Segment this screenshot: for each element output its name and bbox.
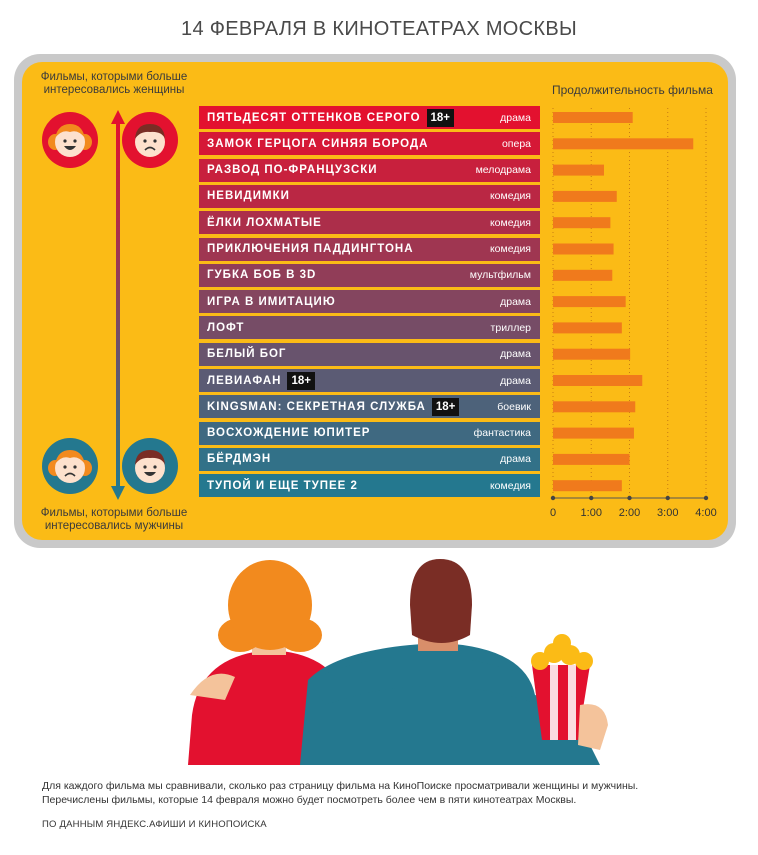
page-title: 14 ФЕВРАЛЯ В КИНОТЕАТРАХ МОСКВЫ: [181, 18, 577, 40]
film-row: РАЗВОД ПО-ФРАНЦУЗСКИ мелодрама: [199, 158, 540, 182]
film-title: KINGSMAN: СЕКРЕТНАЯ СЛУЖБА: [207, 400, 426, 413]
duration-bar: [553, 190, 617, 202]
film-genre: драма: [500, 295, 531, 308]
footnote-line2: Перечислены фильмы, которые 14 февраля м…: [42, 794, 577, 806]
film-genre: опера: [501, 137, 531, 150]
film-genre: мультфильм: [469, 269, 531, 282]
x-tick-mark: [627, 495, 632, 501]
film-title: ТУПОЙ И ЕЩЕ ТУПЕЕ 2: [207, 479, 358, 492]
film-title: НЕВИДИМКИ: [207, 190, 290, 203]
x-tick-label: 4:00: [695, 507, 716, 519]
film-genre: комедия: [489, 479, 531, 492]
duration-bar: [553, 453, 630, 465]
film-title: БЁРДМЭН: [207, 453, 272, 466]
x-tick-label: 3:00: [657, 507, 678, 519]
film-row: ПРИКЛЮЧЕНИЯ ПАДДИНГТОНА комедия: [199, 237, 540, 261]
film-genre: триллер: [490, 321, 531, 334]
film-title: ВОСХОЖДЕНИЕ ЮПИТЕР: [207, 427, 371, 440]
film-row: ЛЕВИАФАН 18+ драма: [199, 369, 540, 392]
duration-bar: [553, 112, 633, 123]
film-title: ПРИКЛЮЧЕНИЯ ПАДДИНГТОНА: [207, 243, 414, 255]
age-rating-badge: 18+: [426, 108, 455, 127]
duration-bar: [553, 348, 631, 360]
women-label: Фильмы, которыми больше интересовались ж…: [24, 71, 204, 97]
source-note: ПО ДАННЫМ ЯНДЕКС.АФИШИ И КИНОПОИСКА: [42, 819, 267, 830]
duration-bar: [553, 401, 636, 413]
x-tick-mark: [589, 495, 594, 501]
x-tick-mark: [665, 495, 670, 501]
film-genre: драма: [500, 374, 531, 387]
film-title: ЛЕВИАФАН: [207, 374, 282, 387]
happy-woman-icon: [42, 112, 98, 168]
duration-chart: 0 1:00 2:00 3:00 4:00: [550, 108, 717, 519]
duration-bar: [553, 322, 622, 334]
film-title: ЗАМОК ГЕРЦОГА СИНЯЯ БОРОДА: [207, 137, 429, 150]
duration-bar: [553, 243, 614, 255]
film-genre: драма: [500, 453, 531, 466]
film-row: ЛОФТ триллер: [199, 316, 540, 340]
gender-scale-arrow-icon: [111, 110, 125, 500]
men-label: Фильмы, которыми больше интересовались м…: [24, 507, 204, 533]
film-row: НЕВИДИМКИ комедия: [199, 184, 540, 208]
film-title: ГУБКА БОБ В 3D: [207, 269, 317, 282]
duration-bar: [553, 427, 634, 439]
women-label-line2: интересовались женщины: [43, 84, 185, 96]
duration-bar: [553, 269, 613, 281]
film-row: ЗАМОК ГЕРЦОГА СИНЯЯ БОРОДА опера: [199, 132, 540, 156]
men-label-line1: Фильмы, которыми больше: [40, 507, 188, 519]
film-row: ВОСХОЖДЕНИЕ ЮПИТЕР фантастика: [199, 421, 540, 445]
duration-bar: [553, 164, 604, 176]
film-title: БЕЛЫЙ БОГ: [207, 348, 287, 361]
women-label-line1: Фильмы, которыми больше: [40, 71, 188, 83]
film-title: ИГРА В ИМИТАЦИЮ: [207, 295, 336, 308]
film-title: ЁЛКИ ЛОХМАТЫЕ: [207, 216, 322, 229]
film-genre: драма: [500, 111, 531, 124]
duration-bar: [553, 375, 643, 386]
duration-bar: [553, 138, 694, 150]
age-rating-badge: 18+: [287, 371, 315, 390]
film-title: ЛОФТ: [207, 321, 245, 334]
film-row: ЁЛКИ ЛОХМАТЫЕ комедия: [199, 211, 540, 235]
duration-axis-title: Продолжительность фильма: [552, 83, 713, 97]
film-title: РАЗВОД ПО-ФРАНЦУЗСКИ: [207, 164, 378, 177]
sad-woman-icon: [42, 438, 98, 494]
film-row: ПЯТЬДЕСЯТ ОТТЕНКОВ СЕРОГО 18+ драма: [199, 106, 540, 129]
film-genre: фантастика: [473, 427, 531, 440]
film-title: ПЯТЬДЕСЯТ ОТТЕНКОВ СЕРОГО: [207, 111, 421, 124]
happy-man-icon: [122, 438, 178, 494]
film-row: БЕЛЫЙ БОГ драма: [199, 342, 540, 366]
duration-bar: [553, 217, 611, 229]
couple-illustration: [188, 559, 608, 765]
sad-man-icon: [122, 112, 178, 168]
x-tick-label: 1:00: [581, 507, 602, 519]
film-row: ТУПОЙ И ЕЩЕ ТУПЕЕ 2 комедия: [199, 474, 540, 498]
age-rating-badge: 18+: [431, 397, 460, 416]
film-row: БЁРДМЭН драма: [199, 447, 540, 471]
x-tick-mark: [703, 495, 709, 501]
film-row: ИГРА В ИМИТАЦИЮ драма: [199, 290, 540, 314]
footnote-line1: Для каждого фильма мы сравнивали, скольк…: [42, 780, 639, 792]
film-row: ГУБКА БОБ В 3D мультфильм: [199, 263, 540, 287]
duration-bar: [553, 296, 626, 308]
film-genre: комедия: [489, 190, 531, 203]
duration-bar: [553, 480, 622, 492]
film-genre: комедия: [489, 243, 531, 255]
footnote: Для каждого фильма мы сравнивали, скольк…: [42, 779, 722, 807]
film-genre: боевик: [497, 400, 531, 413]
film-genre: драма: [500, 348, 531, 361]
x-tick-label: 2:00: [619, 507, 640, 519]
film-genre: комедия: [489, 216, 531, 229]
x-tick-mark: [550, 495, 556, 501]
x-tick-label: 0: [550, 507, 556, 519]
film-row: KINGSMAN: СЕКРЕТНАЯ СЛУЖБА 18+ боевик: [199, 395, 540, 419]
film-genre: мелодрама: [475, 164, 531, 177]
men-label-line2: интересовались мужчины: [44, 520, 184, 532]
